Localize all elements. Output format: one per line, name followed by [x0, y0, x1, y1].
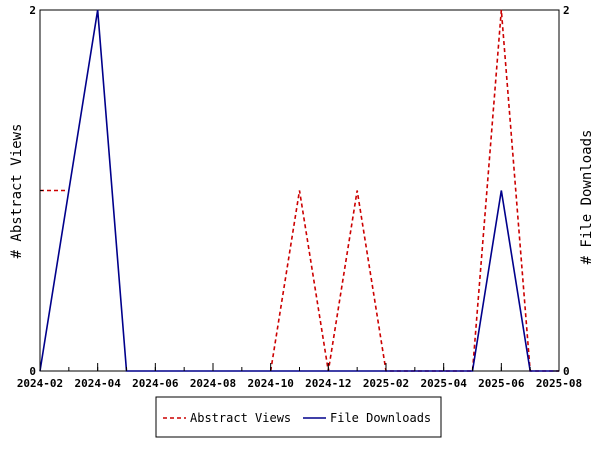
- x-tick-label: 2024-02: [17, 377, 63, 390]
- x-tick-label: 2025-04: [420, 377, 467, 390]
- legend: Abstract Views File Downloads: [155, 396, 442, 438]
- x-tick-label: 2024-04: [74, 377, 121, 390]
- x-tick-label: 2024-06: [132, 377, 179, 390]
- y-right-tick-label: 2: [563, 4, 570, 17]
- x-tick-label: 2025-06: [478, 377, 525, 390]
- y-left-tick-label: 0: [29, 365, 36, 378]
- x-axis: 2024-02 2024-04 2024-06 2024-08 2024-10 2024-…: [17, 363, 582, 390]
- x-tick-label: 2024-10: [247, 377, 293, 390]
- x-tick-label: 2025-08: [536, 377, 582, 390]
- x-tick-label: 2024-08: [190, 377, 236, 390]
- x-tick-label: 2025-02: [363, 377, 409, 390]
- y-left-tick-label: 2: [29, 4, 36, 17]
- y-axis-left-title: # Abstract Views: [9, 124, 25, 259]
- y-axes: 0 2 0 2: [29, 4, 569, 378]
- legend-label-file-downloads: File Downloads: [330, 411, 431, 425]
- y-axis-right-title: # File Downloads: [579, 130, 595, 265]
- legend-box: [155, 396, 442, 438]
- x-tick-label: 2024-12: [305, 377, 351, 390]
- legend-label-abstract-views: Abstract Views: [190, 411, 291, 425]
- y-right-tick-label: 0: [563, 365, 570, 378]
